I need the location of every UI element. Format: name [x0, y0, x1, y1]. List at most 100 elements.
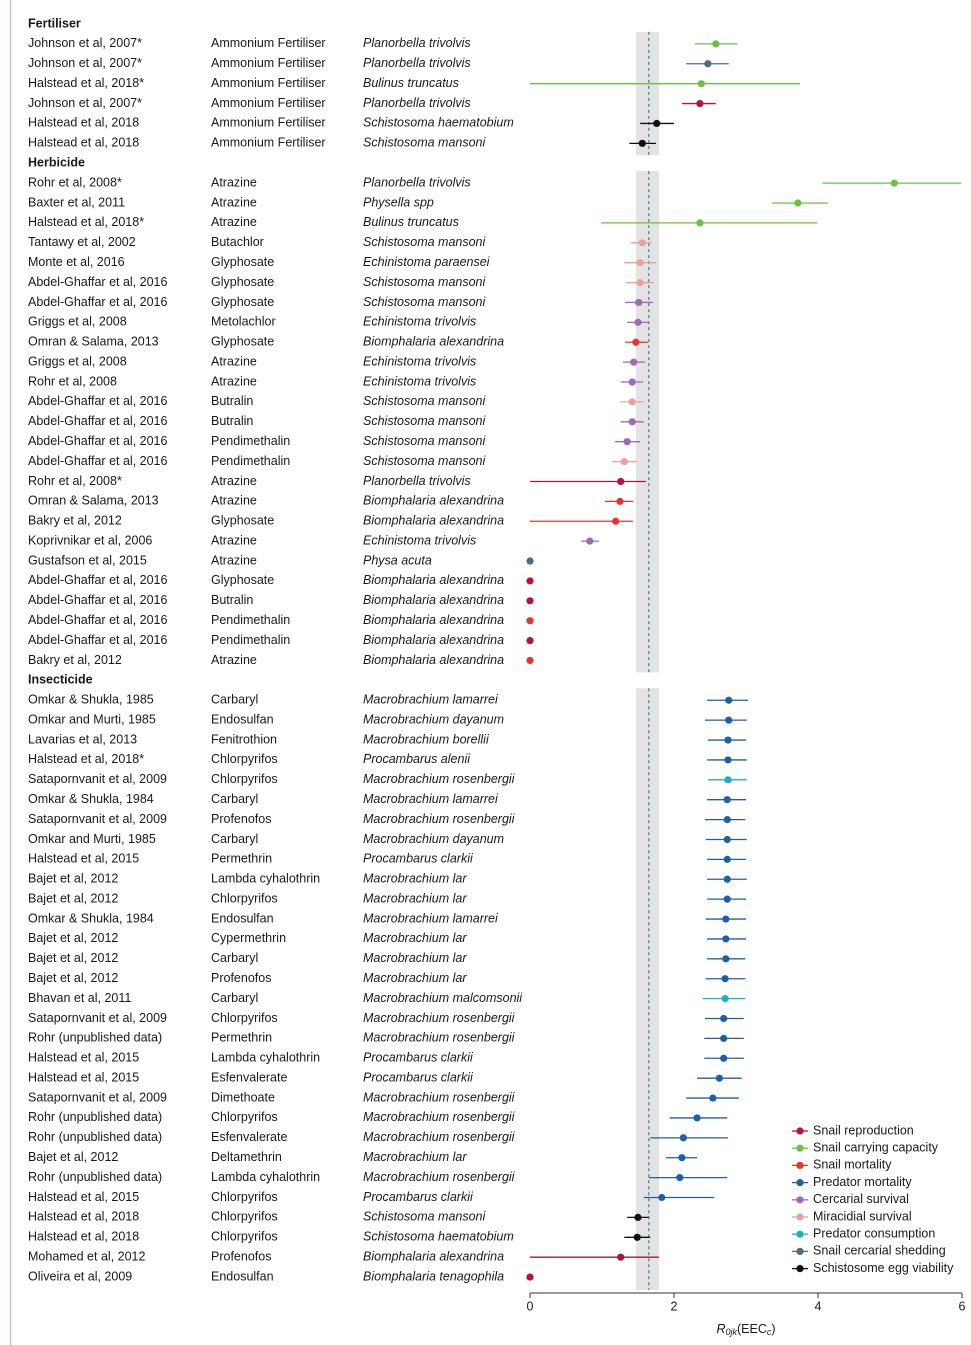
estimate-dot: [633, 1233, 641, 1241]
estimate-dot: [723, 796, 731, 804]
species-label: Biomphalaria alexandrina: [363, 494, 504, 508]
species-label: Macrobrachium lar: [363, 971, 467, 985]
estimate-dot: [526, 617, 534, 625]
estimate-dot: [638, 239, 646, 247]
study-label: Halstead et al, 2015: [28, 852, 139, 866]
chemical-label: Carbaryl: [211, 991, 258, 1005]
group-header: Herbicide: [28, 156, 85, 170]
estimate-dot: [723, 835, 731, 844]
chemical-label: Atrazine: [211, 553, 257, 567]
species-label: Planorbella trivolvis: [363, 36, 471, 50]
species-label: Echinistoma paraensei: [363, 255, 491, 269]
estimate-dot: [636, 259, 644, 267]
x-tick-label: 2: [671, 1299, 678, 1313]
species-label: Macrobrachium lar: [363, 931, 467, 945]
chemical-label: Chlorpyrifos: [211, 772, 278, 786]
species-label: Echinistoma trivolvis: [363, 374, 476, 388]
estimate-dot: [712, 40, 720, 48]
group-header: Insecticide: [28, 673, 93, 687]
species-label: Procambarus clarkii: [363, 1070, 474, 1084]
species-label: Schistosoma haematobium: [363, 1230, 514, 1244]
species-label: Macrobrachium rosenbergii: [363, 812, 516, 826]
estimate-dot: [628, 398, 636, 406]
study-label: Rohr et al, 2008: [28, 374, 117, 388]
study-label: Bajet et al, 2012: [28, 1150, 118, 1164]
study-label: Rohr (unpublished data): [28, 1110, 162, 1124]
chemical-label: Carbaryl: [211, 792, 258, 806]
legend-label: Predator consumption: [813, 1226, 935, 1240]
chemical-label: Carbaryl: [211, 951, 258, 965]
study-label: Abdel-Ghaffar et al, 2016: [28, 394, 167, 408]
estimate-dot: [526, 557, 534, 565]
estimate-dot: [676, 1174, 684, 1182]
estimate-dot: [617, 477, 625, 486]
study-label: Halstead et al, 2018: [28, 1210, 139, 1224]
chemical-label: Dimethoate: [211, 1090, 275, 1104]
study-label: Halstead et al, 2018: [28, 1230, 139, 1244]
chemical-label: Glyphosate: [211, 335, 274, 349]
estimate-dot: [638, 139, 646, 147]
species-label: Macrobrachium rosenbergii: [363, 1130, 516, 1144]
species-label: Macrobrachium dayanum: [363, 832, 504, 846]
species-label: Echinistoma trivolvis: [363, 533, 476, 547]
species-label: Macrobrachium lamarrei: [363, 693, 499, 707]
species-label: Biomphalaria alexandrina: [363, 653, 504, 667]
chemical-label: Fenitrothion: [211, 732, 277, 746]
legend-swatch-dot: [796, 1144, 804, 1152]
chemical-label: Profenofos: [211, 812, 271, 826]
study-label: Bakry et al, 2012: [28, 514, 122, 528]
chemical-label: Glyphosate: [211, 275, 274, 289]
chemical-label: Chlorpyrifos: [211, 891, 278, 905]
x-axis-label-part: R: [716, 1322, 725, 1336]
chemical-label: Endosulfan: [211, 1269, 274, 1283]
species-label: Bulinus truncatus: [363, 76, 459, 90]
reference-band: [635, 688, 659, 1290]
estimate-dot: [658, 1193, 666, 1202]
legend-label: Snail cercarial shedding: [813, 1244, 946, 1258]
chemical-label: Atrazine: [211, 195, 257, 209]
chemical-label: Butachlor: [211, 235, 264, 249]
x-axis-label-part: (EEC: [737, 1322, 767, 1336]
study-label: Satapornvanit et al, 2009: [28, 1011, 167, 1025]
study-label: Halstead et al, 2018*: [28, 215, 144, 229]
chemical-label: Permethrin: [211, 1031, 272, 1045]
x-tick-label: 6: [959, 1299, 966, 1313]
chemical-label: Butralin: [211, 414, 253, 428]
estimate-dot: [724, 776, 732, 784]
species-label: Procambarus clarkii: [363, 1051, 474, 1065]
study-label: Halstead et al, 2018*: [28, 76, 144, 90]
estimate-dot: [724, 756, 732, 764]
chemical-label: Atrazine: [211, 175, 257, 189]
species-label: Schistosoma mansoni: [363, 414, 487, 428]
estimate-dot: [715, 1074, 723, 1082]
estimate-dot: [678, 1154, 686, 1162]
chemical-label: Metolachlor: [211, 315, 276, 329]
estimate-dot: [526, 597, 534, 605]
legend-label: Snail mortality: [813, 1158, 892, 1172]
study-label: Griggs et al, 2008: [28, 315, 127, 329]
chemical-label: Ammonium Fertiliser: [211, 116, 326, 130]
study-label: Satapornvanit et al, 2009: [28, 812, 167, 826]
legend-swatch-dot: [796, 1196, 804, 1204]
study-label: Halstead et al, 2018: [28, 116, 139, 130]
estimate-dot: [725, 716, 733, 724]
study-label: Johnson et al, 2007*: [28, 36, 142, 50]
legend-swatch-dot: [796, 1179, 804, 1187]
chemical-label: Carbaryl: [211, 832, 258, 846]
estimate-dot: [636, 278, 644, 287]
chemical-label: Chlorpyrifos: [211, 1210, 278, 1224]
chemical-label: Esfenvalerate: [211, 1070, 287, 1084]
chemical-label: Atrazine: [211, 215, 257, 229]
estimate-dot: [693, 1114, 701, 1122]
study-label: Omkar & Shukla, 1984: [28, 792, 154, 806]
estimate-dot: [628, 378, 636, 386]
chemical-label: Atrazine: [211, 533, 257, 547]
chemical-label: Chlorpyrifos: [211, 1011, 278, 1025]
legend-label: Snail carrying capacity: [813, 1140, 939, 1154]
study-label: Bajet et al, 2012: [28, 891, 118, 905]
study-label: Monte et al, 2016: [28, 255, 125, 269]
chemical-label: Butralin: [211, 593, 253, 607]
estimate-dot: [722, 955, 730, 963]
estimate-dot: [722, 935, 730, 943]
species-label: Macrobrachium rosenbergii: [363, 1031, 516, 1045]
